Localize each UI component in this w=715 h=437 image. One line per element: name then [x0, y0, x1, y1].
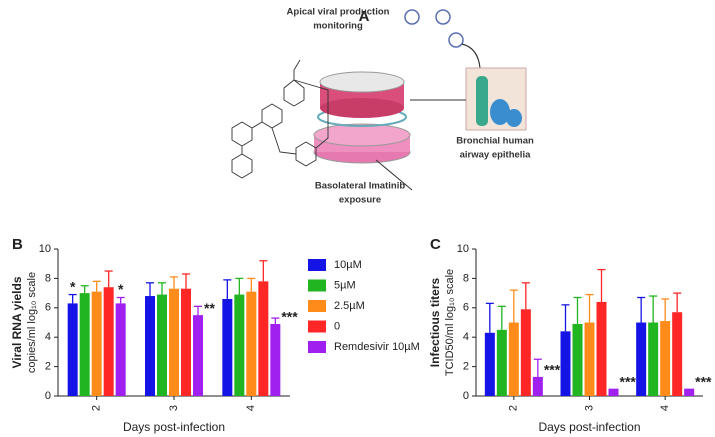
bar [193, 315, 203, 396]
x-tick-label: 2 [91, 405, 103, 411]
diagram-label: Basolateral Imatinib [315, 181, 405, 192]
legend-swatch [308, 320, 326, 333]
bar [169, 288, 179, 396]
bar [496, 329, 507, 396]
panel-label: B [12, 236, 23, 253]
legend-label: 0 [334, 320, 340, 332]
basolateral-well [313, 123, 411, 147]
bar [648, 322, 659, 396]
legend-swatch [308, 259, 326, 271]
apical-insert [320, 98, 404, 118]
bar [672, 312, 683, 396]
cell [476, 76, 488, 126]
legend-label: 5µM [334, 279, 356, 291]
bar [103, 287, 114, 396]
x-tick-label: 2 [508, 405, 520, 411]
diagram-label: Apical viral production [287, 7, 390, 18]
bar [234, 294, 245, 396]
virus-icons [404, 9, 464, 48]
bar [246, 291, 257, 396]
y-tick-label: 4 [463, 331, 469, 343]
bar [181, 288, 191, 396]
apical-insert [319, 71, 405, 93]
y-tick-label: 0 [45, 390, 51, 402]
diagram-label: monitoring [313, 21, 363, 32]
y-tick-label: 10 [39, 243, 51, 255]
bar [222, 298, 233, 396]
legend-label: Remdesivir 10µM [334, 341, 420, 353]
y-tick-label: 2 [463, 361, 469, 373]
diagram-label: airway epithelia [460, 150, 531, 161]
y-tick-label: 0 [463, 390, 469, 402]
legend-label: 2.5µM [334, 300, 365, 312]
significance-label: *** [281, 309, 298, 325]
bar [560, 331, 571, 396]
bar [660, 321, 671, 396]
panel-label: A [359, 8, 370, 25]
bar [258, 281, 269, 396]
y-axis-subtitle: TCID50/ml log₁₀ scale [444, 269, 456, 376]
bar [270, 323, 281, 396]
y-axis-title: Infectious titers [428, 278, 442, 368]
bar [115, 303, 126, 396]
significance-label: ** [204, 300, 215, 316]
legend-swatch [308, 300, 326, 312]
y-tick-label: 6 [45, 302, 51, 314]
bar [572, 323, 583, 396]
legend-swatch [308, 279, 326, 292]
bar [145, 296, 155, 396]
bar [157, 294, 167, 396]
bar [484, 332, 495, 396]
diagram: Apical viral production monitoring Basol… [231, 7, 534, 206]
diagram-label: exposure [339, 195, 381, 206]
x-axis-title: Days post-infection [123, 420, 225, 434]
bar [79, 293, 90, 396]
significance-label: *** [544, 362, 561, 378]
y-tick-label: 10 [457, 243, 469, 255]
bar [532, 376, 543, 396]
pointer [375, 159, 413, 191]
significance-label: * [118, 281, 124, 297]
x-tick-label: 4 [659, 405, 671, 411]
bar [91, 291, 102, 396]
significance-label: *** [620, 373, 637, 389]
bar [684, 388, 695, 396]
cell [490, 99, 510, 125]
bar [596, 301, 607, 396]
bar [508, 322, 519, 396]
bar [608, 388, 619, 396]
significance-label: *** [695, 373, 712, 389]
y-tick-label: 4 [45, 331, 51, 343]
arrow [461, 43, 481, 69]
diagram-label: Bronchial human [456, 136, 534, 147]
bar [520, 309, 531, 396]
molecule [231, 59, 329, 179]
legend-label: 10µM [334, 259, 362, 271]
y-tick-label: 2 [45, 361, 51, 373]
y-tick-label: 8 [45, 272, 51, 284]
cell [506, 109, 522, 127]
x-tick-label: 3 [168, 405, 180, 411]
y-axis-subtitle: copies/ml log₁₀ scale [26, 272, 38, 373]
x-tick-label: 3 [583, 405, 595, 411]
charts: 0 2 4 6 8 10 Viral RNA yields copies/ml log₁₀ s… [10, 243, 712, 434]
bar [636, 322, 647, 396]
bar [67, 303, 78, 396]
x-axis-title: Days post-infection [538, 420, 640, 434]
y-tick-label: 6 [463, 302, 469, 314]
legend-swatch [308, 341, 326, 353]
panel-label: C [430, 236, 441, 253]
x-tick-label: 4 [245, 405, 257, 411]
bar [584, 322, 595, 396]
significance-label: * [70, 278, 76, 294]
y-tick-label: 8 [463, 272, 469, 284]
y-axis-title: Viral RNA yields [10, 276, 24, 368]
